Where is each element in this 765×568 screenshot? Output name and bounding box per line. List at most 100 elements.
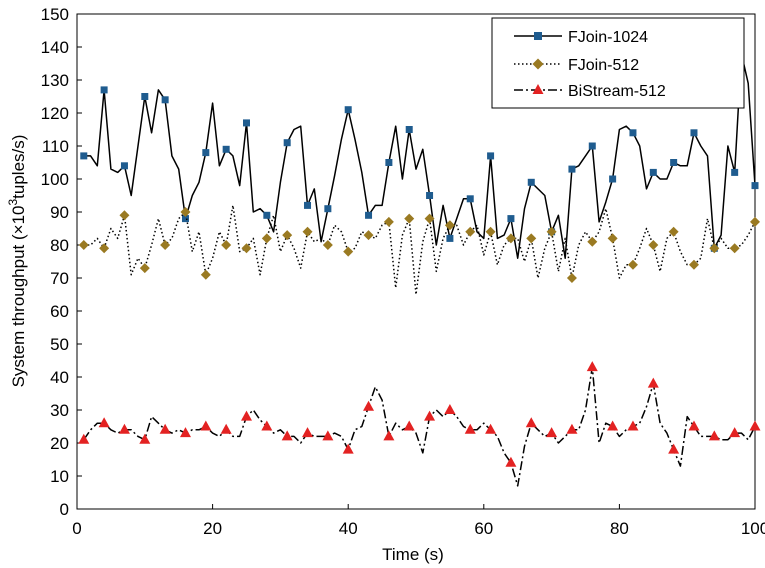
y-tick-label: 50 xyxy=(50,335,69,354)
data-point-bistream-512 xyxy=(546,427,558,438)
y-tick-label: 60 xyxy=(50,302,69,321)
data-point-fjoin-1024 xyxy=(507,215,515,223)
x-tick-label: 60 xyxy=(474,519,493,538)
plot-border xyxy=(76,13,756,510)
data-point-fjoin-512 xyxy=(383,216,394,227)
data-point-fjoin-1024 xyxy=(243,119,250,127)
data-point-bistream-512 xyxy=(566,423,578,434)
data-point-fjoin-1024 xyxy=(263,211,271,219)
data-point-bistream-512 xyxy=(708,430,720,441)
data-point-fjoin-1024 xyxy=(690,129,698,137)
legend-item-bistream-512: BiStream-512 xyxy=(514,83,666,100)
data-point-fjoin-1024 xyxy=(202,149,210,157)
data-point-fjoin-512 xyxy=(729,243,740,254)
data-point-fjoin-1024 xyxy=(181,215,189,223)
data-point-bistream-512 xyxy=(525,417,537,428)
data-point-fjoin-512 xyxy=(750,216,760,227)
data-point-bistream-512 xyxy=(241,410,252,421)
y-axis-title: System throughput (×103tuples/s) xyxy=(6,135,28,388)
data-point-fjoin-512 xyxy=(282,230,293,241)
data-point-fjoin-1024 xyxy=(731,168,739,176)
data-point-bistream-512 xyxy=(363,400,375,411)
data-point-bistream-512 xyxy=(627,420,639,431)
data-point-bistream-512 xyxy=(607,420,619,431)
legend-marker-square-icon xyxy=(534,32,542,40)
data-point-fjoin-512 xyxy=(627,259,638,270)
data-point-bistream-512 xyxy=(98,417,110,428)
data-point-fjoin-512 xyxy=(302,226,313,237)
data-point-fjoin-1024 xyxy=(385,159,393,166)
data-point-fjoin-1024 xyxy=(487,152,495,160)
data-point-fjoin-1024 xyxy=(405,126,413,133)
data-point-fjoin-1024 xyxy=(120,162,128,170)
data-point-bistream-512 xyxy=(505,456,517,467)
plot-area xyxy=(76,13,756,510)
data-point-fjoin-1024 xyxy=(283,139,291,147)
data-point-bistream-512 xyxy=(668,443,680,454)
data-point-fjoin-512 xyxy=(180,207,191,217)
data-point-fjoin-512 xyxy=(485,226,496,237)
data-point-fjoin-1024 xyxy=(365,211,373,219)
data-point-fjoin-512 xyxy=(465,226,476,237)
data-point-bistream-512 xyxy=(688,420,700,431)
data-point-bistream-512 xyxy=(179,427,191,438)
data-point-fjoin-512 xyxy=(668,226,679,237)
data-point-fjoin-1024 xyxy=(222,145,230,153)
data-point-bistream-512 xyxy=(322,430,334,441)
data-point-bistream-512 xyxy=(485,423,497,434)
series-line-fjoin-1024 xyxy=(83,52,756,259)
data-point-fjoin-512 xyxy=(343,246,354,257)
x-tick-label: 40 xyxy=(339,519,358,538)
legend: FJoin-1024 FJoin-512 BiStream-512 xyxy=(491,17,745,109)
data-point-bistream-512 xyxy=(261,420,273,431)
data-point-fjoin-1024 xyxy=(446,234,454,242)
series-line-fjoin-512 xyxy=(83,204,756,296)
data-point-fjoin-1024 xyxy=(670,159,678,166)
data-point-bistream-512 xyxy=(729,427,741,438)
data-point-fjoin-1024 xyxy=(527,178,535,186)
data-point-fjoin-1024 xyxy=(649,168,657,176)
legend-label-fjoin-512: FJoin-512 xyxy=(568,57,639,74)
data-point-fjoin-512 xyxy=(221,240,232,250)
data-point-fjoin-512 xyxy=(566,273,577,283)
data-point-bistream-512 xyxy=(342,443,354,454)
data-point-fjoin-1024 xyxy=(344,106,352,114)
data-point-bistream-512 xyxy=(424,410,436,421)
series-bistream-512 xyxy=(78,361,761,487)
data-point-fjoin-512 xyxy=(160,240,171,250)
x-tick-label: 80 xyxy=(610,519,629,538)
data-point-bistream-512 xyxy=(200,420,212,431)
data-point-fjoin-512 xyxy=(322,240,333,250)
y-tick-label: 70 xyxy=(50,269,69,288)
series-line-bistream-512 xyxy=(83,366,756,487)
data-point-bistream-512 xyxy=(159,423,171,434)
data-point-fjoin-1024 xyxy=(426,192,434,199)
y-axis-title-superscript: 3 xyxy=(6,199,20,206)
y-axis-title-suffix: tuples/s) xyxy=(9,135,28,199)
data-point-fjoin-1024 xyxy=(80,152,88,160)
data-point-fjoin-512 xyxy=(546,226,557,237)
data-point-fjoin-1024 xyxy=(568,165,576,173)
data-point-fjoin-512 xyxy=(648,240,659,250)
x-axis-title: Time (s) xyxy=(382,545,444,564)
data-point-fjoin-1024 xyxy=(141,93,149,100)
data-point-bistream-512 xyxy=(749,420,761,431)
data-point-fjoin-512 xyxy=(688,259,699,270)
data-point-bistream-512 xyxy=(139,433,151,444)
y-tick-label: 80 xyxy=(50,236,69,255)
y-tick-label: 120 xyxy=(41,104,69,123)
data-point-fjoin-1024 xyxy=(100,86,108,94)
data-point-fjoin-1024 xyxy=(751,182,759,190)
data-point-fjoin-512 xyxy=(139,263,150,274)
data-point-bistream-512 xyxy=(586,361,598,372)
y-tick-label: 0 xyxy=(60,500,69,519)
legend-label-bistream-512: BiStream-512 xyxy=(568,83,666,100)
legend-marker-diamond-icon xyxy=(532,58,544,70)
data-point-bistream-512 xyxy=(220,423,232,434)
y-tick-label: 100 xyxy=(41,170,69,189)
data-point-fjoin-512 xyxy=(363,230,374,241)
data-point-fjoin-512 xyxy=(404,213,415,224)
y-tick-label: 20 xyxy=(50,434,69,453)
data-point-bistream-512 xyxy=(464,423,476,434)
